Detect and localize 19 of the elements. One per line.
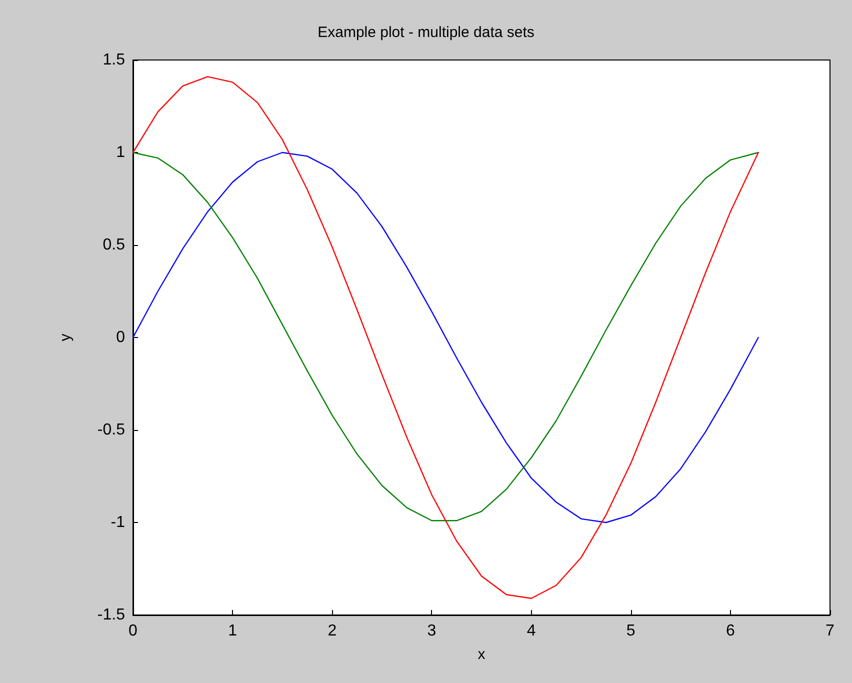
y-tick-label: -0.5 bbox=[97, 422, 126, 438]
y-tick-label: 0 bbox=[116, 329, 126, 346]
y-tick-label: 1.5 bbox=[102, 52, 126, 68]
x-axis-title: x bbox=[478, 646, 486, 663]
line-series bbox=[132, 76, 759, 599]
y-tick-label: 0.5 bbox=[102, 236, 126, 254]
x-tick-label: 1 bbox=[228, 622, 238, 640]
y-tick-label: 1 bbox=[116, 144, 126, 161]
y-tick-label: -1 bbox=[110, 514, 126, 531]
y-tick-label: -1.5 bbox=[97, 606, 126, 624]
x-tick-label: 0 bbox=[128, 622, 138, 640]
x-tick-label: 4 bbox=[526, 622, 536, 640]
x-tick-label: 6 bbox=[726, 622, 735, 640]
chart-title: Example plot - multiple data sets bbox=[318, 24, 534, 41]
x-tick-label: 7 bbox=[826, 622, 835, 640]
x-tick-label: 5 bbox=[626, 622, 636, 640]
x-tick-label: 3 bbox=[427, 622, 436, 640]
y-axis-title: y bbox=[57, 333, 74, 342]
x-tick-label: 2 bbox=[328, 622, 337, 640]
